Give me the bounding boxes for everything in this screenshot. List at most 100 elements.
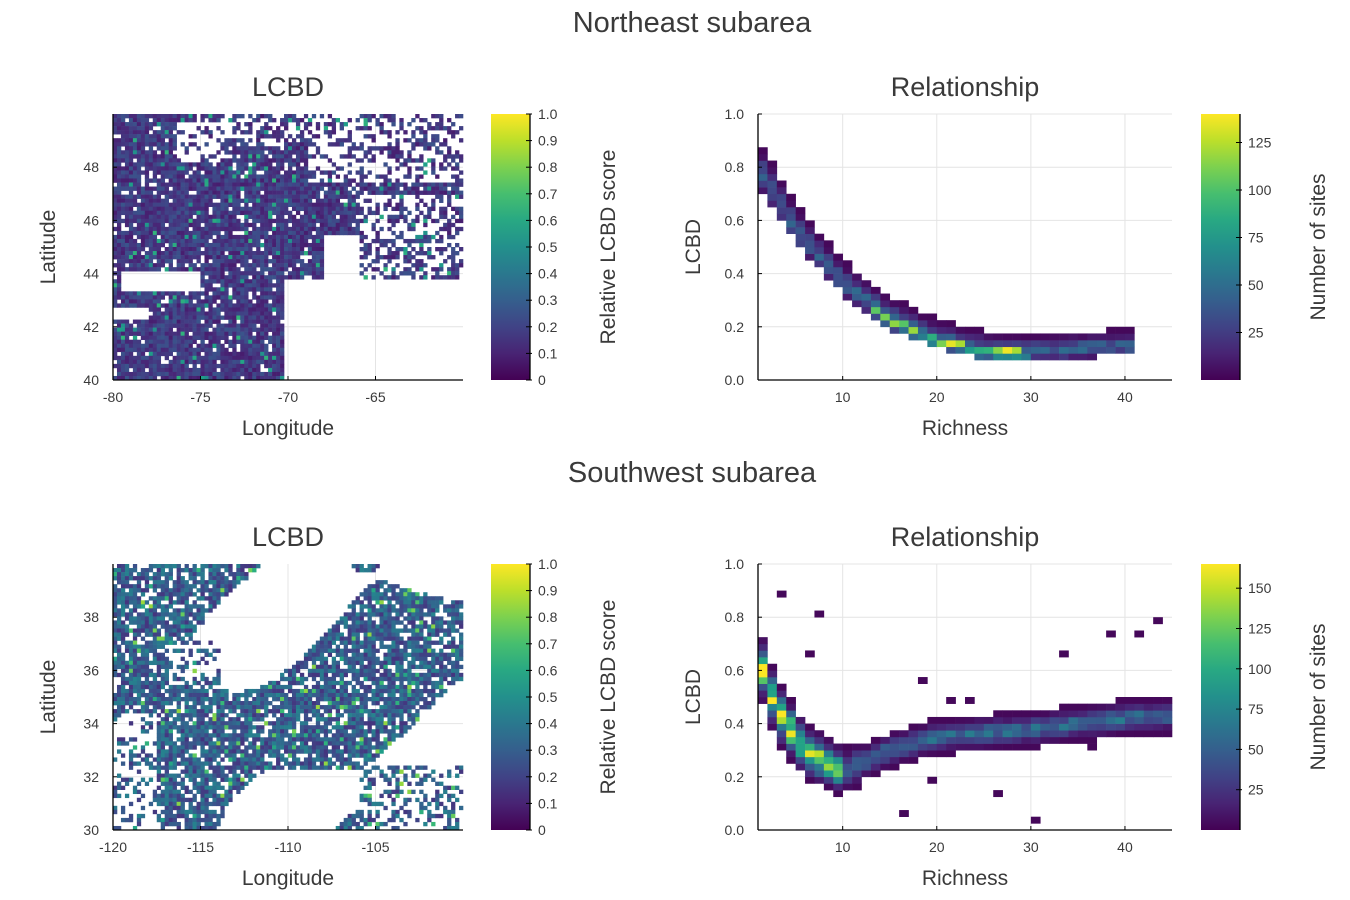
sw-lcbd-map-cell: [399, 604, 404, 609]
ne-lcbd-map-cell: [415, 142, 420, 147]
ne-lcbd-map-cell: [244, 319, 249, 324]
ne-lcbd-map-cell: [172, 138, 177, 143]
sw-lcbd-map-cell: [411, 656, 416, 662]
ne-lcbd-map-cell: [419, 174, 424, 179]
sw-lcbd-map-cell: [443, 628, 448, 633]
sw-lcbd-map-cell: [403, 644, 408, 649]
ne-lcbd-map-cell: [256, 154, 261, 159]
sw-lcbd-map-cell: [299, 660, 305, 666]
sw-lcbd-map-cell: [423, 644, 428, 649]
ne-lcbd-map-cell: [244, 271, 249, 276]
sw-lcbd-map-cell: [208, 588, 213, 593]
sw-lcbd-map-cell: [371, 592, 376, 597]
sw-lcbd-map-cell: [459, 620, 464, 625]
ne-lcbd-map-cell: [140, 291, 146, 296]
ne-lcbd-map-cell: [276, 319, 281, 324]
ne-lcbd-map-cell: [232, 367, 237, 373]
sw-lcbd-map-cell: [351, 612, 356, 617]
ne-lcbd-map-cell: [288, 198, 293, 203]
ne-lcbd-map-cell: [415, 251, 420, 256]
ne-lcbd-map-cell: [359, 234, 364, 240]
ne-lcbd-map-cell: [315, 218, 321, 224]
ne-relationship-y-tick: 0.6: [725, 212, 745, 228]
ne-lcbd-map-cell: [268, 150, 273, 155]
ne-lcbd-map-cell: [347, 134, 352, 139]
sw-lcbd-map-cell: [184, 688, 189, 694]
ne-lcbd-map-cell: [276, 331, 281, 336]
ne-lcbd-map-cell: [232, 375, 237, 381]
ne-lcbd-map-cell: [379, 122, 384, 127]
ne-relationship-bin: [946, 320, 956, 328]
ne-lcbd-map-cell: [307, 174, 313, 179]
sw-lcbd-map-cell: [371, 628, 376, 633]
sw-lcbd-map-cell: [172, 672, 177, 678]
ne-lcbd-map-cell: [232, 283, 237, 288]
sw-lcbd-map-cell: [176, 648, 181, 653]
ne-lcbd-map-cell: [311, 267, 317, 272]
ne-lcbd-map-cell: [212, 166, 217, 171]
ne-lcbd-map-cell: [228, 295, 233, 300]
ne-lcbd-map-cell: [264, 198, 269, 203]
ne-lcbd-map-cell: [451, 263, 456, 268]
sw-lcbd-map-cell: [212, 604, 217, 609]
ne-lcbd-map-cell: [276, 339, 281, 345]
ne-lcbd-map-cell: [419, 198, 424, 203]
ne-lcbd-map-cell: [327, 174, 333, 179]
sw-lcbd-map-cell: [148, 648, 154, 653]
ne-lcbd-map-cell: [359, 247, 364, 252]
sw-lcbd-map-cell: [451, 664, 456, 670]
ne-lcbd-map-cell: [168, 242, 173, 248]
sw-lcbd-map-cell: [319, 672, 325, 678]
sw-lcbd-map-cell: [172, 608, 177, 613]
ne-lcbd-map-cell: [120, 230, 126, 236]
sw-lcbd-map-cell: [164, 680, 169, 686]
sw-lcbd-map-cell: [128, 592, 134, 597]
sw-lcbd-map-cell: [451, 600, 456, 605]
ne-lcbd-map-cell: [351, 230, 356, 236]
ne-lcbd-map-cell: [303, 202, 309, 207]
sw-lcbd-map-cell: [359, 664, 364, 670]
sw-lcbd-map-cell: [435, 680, 440, 686]
ne-lcbd-map-cell: [160, 134, 166, 139]
ne-lcbd-map-cell: [419, 251, 424, 256]
ne-lcbd-map-cell: [284, 259, 289, 264]
ne-lcbd-map-cell: [383, 182, 388, 187]
ne-lcbd-map-cell: [443, 126, 448, 131]
ne-lcbd-map-cell: [280, 271, 285, 276]
ne-lcbd-map-cell: [232, 114, 237, 119]
ne-lcbd-map-cell: [383, 206, 388, 212]
sw-lcbd-map-cell: [120, 684, 126, 690]
ne-lcbd-map-cell: [240, 138, 245, 143]
sw-lcbd-map-cell: [136, 576, 142, 581]
ne-lcbd-map-cell: [152, 170, 158, 175]
ne-relationship-bin: [1106, 346, 1116, 354]
sw-lcbd-map-cell: [144, 612, 150, 617]
ne-lcbd-map-cell: [244, 218, 249, 224]
ne-lcbd-map-cell: [248, 335, 253, 340]
sw-lcbd-map-cell: [411, 596, 416, 601]
ne-lcbd-map-cell: [232, 178, 237, 183]
sw-lcbd-map-cell: [355, 636, 360, 641]
ne-lcbd-map-cell: [200, 178, 205, 183]
sw-lcbd-map-cell: [407, 680, 412, 686]
ne-lcbd-map-cell: [291, 230, 297, 236]
ne-lcbd-map-cell: [188, 355, 193, 361]
ne-lcbd-map-cell: [288, 114, 293, 119]
ne-lcbd-map-cell: [347, 190, 352, 195]
ne-lcbd-map-cell: [256, 303, 261, 308]
ne-lcbd-map-cell: [220, 174, 225, 179]
sw-lcbd-map-cell: [156, 584, 162, 589]
ne-lcbd-map-cell: [148, 347, 154, 353]
ne-lcbd-map-cell: [284, 158, 289, 163]
ne-relationship-colorbar-tick: 50: [1248, 277, 1264, 293]
sw-lcbd-map-cell: [152, 684, 158, 690]
ne-lcbd-map-cell: [455, 114, 460, 119]
ne-lcbd-map-cell: [276, 226, 281, 232]
ne-lcbd-map-cell: [176, 299, 181, 304]
sw-lcbd-map-cell: [280, 672, 285, 678]
ne-lcbd-map-cell: [291, 114, 297, 119]
ne-lcbd-map-cell: [136, 347, 142, 353]
ne-lcbd-map-cell: [120, 150, 126, 155]
ne-lcbd-map-cell: [260, 178, 265, 183]
ne-relationship-bin: [955, 326, 966, 334]
